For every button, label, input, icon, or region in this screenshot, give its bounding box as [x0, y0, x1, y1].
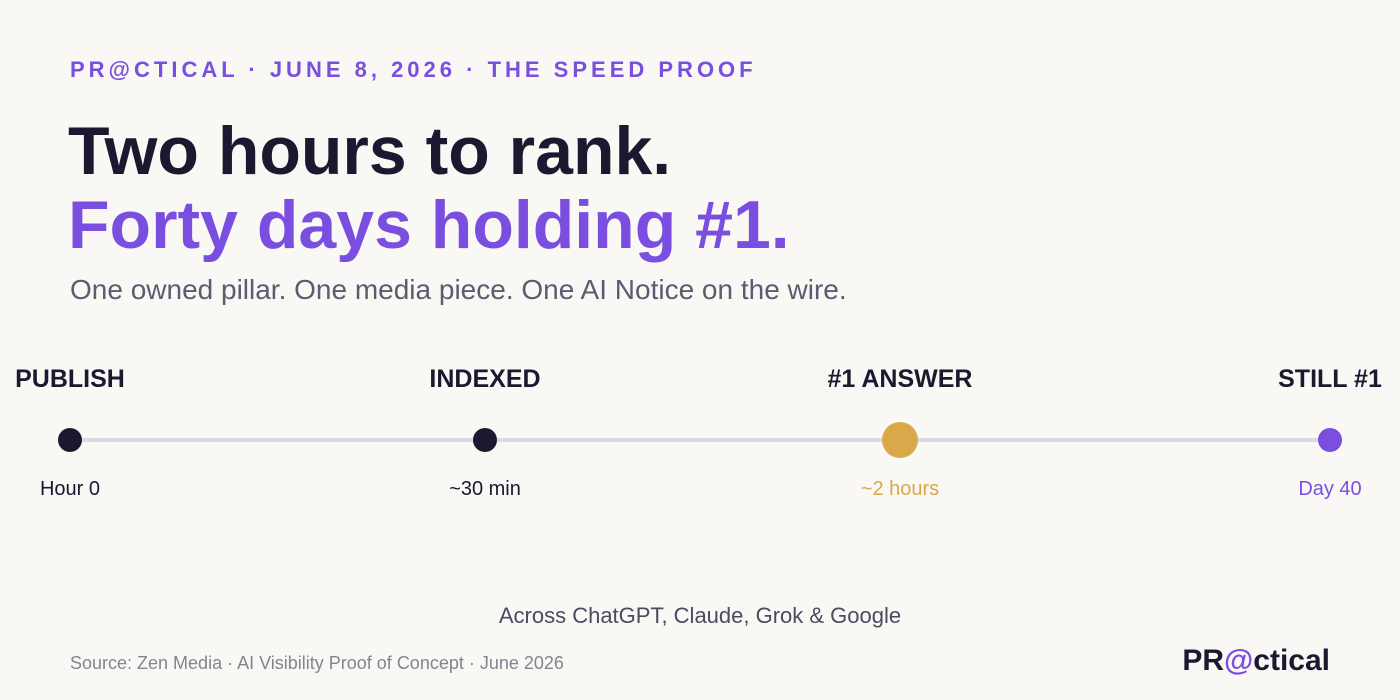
step-time: ~30 min — [449, 478, 521, 500]
step-label: STILL #1 — [1278, 365, 1382, 393]
logo: PR@ctical — [1182, 644, 1330, 677]
step-label: PUBLISH — [15, 365, 125, 393]
eyebrow: PR@CTICAL · JUNE 8, 2026 · THE SPEED PRO… — [70, 57, 757, 82]
headline-line: Forty days holding #1. — [68, 187, 790, 263]
step-dot — [1318, 428, 1342, 452]
step-dot — [58, 428, 82, 452]
footnote: Across ChatGPT, Claude, Grok & Google — [499, 603, 901, 628]
logo-part: ctical — [1253, 644, 1330, 677]
subtitle: One owned pillar. One media piece. One A… — [70, 274, 847, 305]
logo-part: PR — [1182, 644, 1224, 677]
step-dot — [473, 428, 497, 452]
step-time: Day 40 — [1298, 478, 1361, 500]
step-time: ~2 hours — [861, 478, 939, 500]
logo-part: @ — [1224, 644, 1253, 677]
step-dot — [882, 422, 918, 458]
step-label: INDEXED — [429, 365, 540, 393]
step-label: #1 ANSWER — [828, 365, 973, 393]
step-time: Hour 0 — [40, 478, 100, 500]
headline-line: Two hours to rank. — [68, 113, 671, 189]
source: Source: Zen Media · AI Visibility Proof … — [70, 653, 564, 673]
